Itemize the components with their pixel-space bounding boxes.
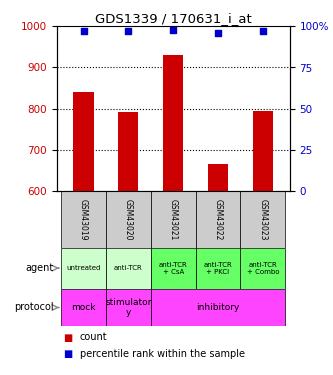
Bar <box>151 191 195 248</box>
Text: ■: ■ <box>63 350 73 359</box>
Text: anti-TCR
+ CsA: anti-TCR + CsA <box>159 262 187 274</box>
Text: anti-TCR
+ PKCi: anti-TCR + PKCi <box>203 262 232 274</box>
Text: percentile rank within the sample: percentile rank within the sample <box>80 350 245 359</box>
Bar <box>61 289 106 326</box>
Text: ■: ■ <box>63 333 73 342</box>
Text: protocol: protocol <box>14 303 53 312</box>
Bar <box>106 289 151 326</box>
Bar <box>106 248 151 289</box>
Text: anti-TCR
+ Combo: anti-TCR + Combo <box>246 262 279 274</box>
Text: inhibitory: inhibitory <box>196 303 240 312</box>
Text: untreated: untreated <box>66 265 101 271</box>
Text: GSM43019: GSM43019 <box>79 199 88 240</box>
Text: GSM43023: GSM43023 <box>258 199 267 240</box>
Bar <box>106 191 151 248</box>
Text: stimulator
y: stimulator y <box>105 298 152 317</box>
Text: GSM43022: GSM43022 <box>213 199 222 240</box>
Bar <box>195 248 240 289</box>
Bar <box>151 289 285 326</box>
Text: agent: agent <box>25 263 53 273</box>
Bar <box>240 248 285 289</box>
Bar <box>151 248 195 289</box>
Point <box>215 30 221 36</box>
Bar <box>118 112 139 191</box>
Bar <box>195 191 240 248</box>
Text: anti-TCR: anti-TCR <box>114 265 143 271</box>
Bar <box>73 92 94 191</box>
Bar <box>61 248 106 289</box>
Bar <box>163 55 183 191</box>
Point <box>170 27 176 33</box>
Bar <box>240 191 285 248</box>
Text: mock: mock <box>71 303 96 312</box>
Bar <box>61 191 106 248</box>
Text: GSM43021: GSM43021 <box>168 199 178 240</box>
Text: GSM43020: GSM43020 <box>124 199 133 240</box>
Point <box>126 28 131 34</box>
Bar <box>253 111 273 191</box>
Title: GDS1339 / 170631_i_at: GDS1339 / 170631_i_at <box>95 12 251 25</box>
Point <box>81 28 86 34</box>
Text: count: count <box>80 333 108 342</box>
Point <box>260 28 265 34</box>
Bar <box>208 164 228 191</box>
